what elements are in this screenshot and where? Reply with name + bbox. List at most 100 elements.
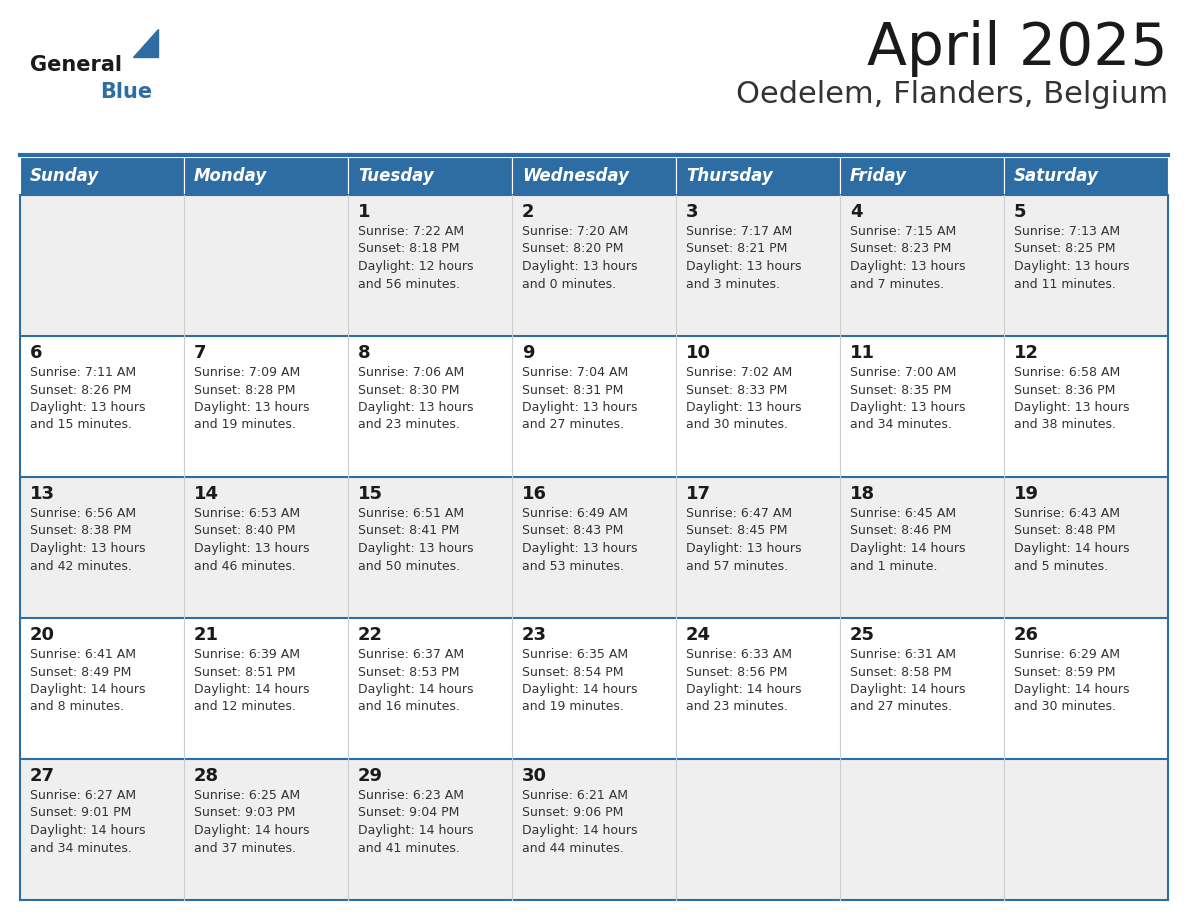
Text: 10: 10: [685, 344, 710, 362]
Text: Thursday: Thursday: [685, 167, 772, 185]
Text: 4: 4: [849, 203, 862, 221]
Text: Sunrise: 6:23 AM
Sunset: 9:04 PM
Daylight: 14 hours
and 41 minutes.: Sunrise: 6:23 AM Sunset: 9:04 PM Dayligh…: [358, 789, 474, 855]
Bar: [512, 195, 676, 336]
Bar: [676, 195, 840, 336]
Bar: [512, 618, 676, 759]
Text: 30: 30: [522, 767, 546, 785]
Text: Wednesday: Wednesday: [522, 167, 628, 185]
Bar: [20, 336, 184, 477]
Text: Sunrise: 6:58 AM
Sunset: 8:36 PM
Daylight: 13 hours
and 38 minutes.: Sunrise: 6:58 AM Sunset: 8:36 PM Dayligh…: [1015, 366, 1130, 431]
Text: Sunrise: 7:09 AM
Sunset: 8:28 PM
Daylight: 13 hours
and 19 minutes.: Sunrise: 7:09 AM Sunset: 8:28 PM Dayligh…: [194, 366, 310, 431]
Text: 21: 21: [194, 626, 219, 644]
Text: Sunrise: 6:37 AM
Sunset: 8:53 PM
Daylight: 14 hours
and 16 minutes.: Sunrise: 6:37 AM Sunset: 8:53 PM Dayligh…: [358, 648, 474, 713]
Text: 8: 8: [358, 344, 371, 362]
Bar: [20, 759, 184, 900]
Text: 25: 25: [849, 626, 876, 644]
Bar: [676, 157, 840, 195]
Text: Sunrise: 7:17 AM
Sunset: 8:21 PM
Daylight: 13 hours
and 3 minutes.: Sunrise: 7:17 AM Sunset: 8:21 PM Dayligh…: [685, 225, 802, 290]
Bar: [348, 157, 512, 195]
Bar: [840, 477, 1004, 618]
Bar: [348, 477, 512, 618]
Text: 6: 6: [30, 344, 43, 362]
Text: 2: 2: [522, 203, 535, 221]
Text: Blue: Blue: [100, 82, 152, 102]
Text: Sunrise: 7:15 AM
Sunset: 8:23 PM
Daylight: 13 hours
and 7 minutes.: Sunrise: 7:15 AM Sunset: 8:23 PM Dayligh…: [849, 225, 966, 290]
Bar: [184, 336, 348, 477]
Text: 28: 28: [194, 767, 219, 785]
Bar: [20, 157, 184, 195]
Bar: [184, 477, 348, 618]
Bar: [512, 157, 676, 195]
Bar: [184, 195, 348, 336]
Text: Sunrise: 6:39 AM
Sunset: 8:51 PM
Daylight: 14 hours
and 12 minutes.: Sunrise: 6:39 AM Sunset: 8:51 PM Dayligh…: [194, 648, 310, 713]
Text: 11: 11: [849, 344, 876, 362]
Text: 23: 23: [522, 626, 546, 644]
Text: Sunrise: 7:00 AM
Sunset: 8:35 PM
Daylight: 13 hours
and 34 minutes.: Sunrise: 7:00 AM Sunset: 8:35 PM Dayligh…: [849, 366, 966, 431]
Text: 5: 5: [1015, 203, 1026, 221]
Bar: [1004, 195, 1168, 336]
Text: Sunrise: 6:21 AM
Sunset: 9:06 PM
Daylight: 14 hours
and 44 minutes.: Sunrise: 6:21 AM Sunset: 9:06 PM Dayligh…: [522, 789, 638, 855]
Text: Sunrise: 6:33 AM
Sunset: 8:56 PM
Daylight: 14 hours
and 23 minutes.: Sunrise: 6:33 AM Sunset: 8:56 PM Dayligh…: [685, 648, 802, 713]
Bar: [840, 157, 1004, 195]
Text: 22: 22: [358, 626, 383, 644]
Text: 7: 7: [194, 344, 207, 362]
Bar: [840, 336, 1004, 477]
Polygon shape: [133, 29, 158, 57]
Bar: [20, 195, 184, 336]
Text: 29: 29: [358, 767, 383, 785]
Text: Sunrise: 7:20 AM
Sunset: 8:20 PM
Daylight: 13 hours
and 0 minutes.: Sunrise: 7:20 AM Sunset: 8:20 PM Dayligh…: [522, 225, 638, 290]
Text: Sunrise: 6:31 AM
Sunset: 8:58 PM
Daylight: 14 hours
and 27 minutes.: Sunrise: 6:31 AM Sunset: 8:58 PM Dayligh…: [849, 648, 966, 713]
Bar: [20, 618, 184, 759]
Bar: [840, 759, 1004, 900]
Bar: [512, 759, 676, 900]
Text: Sunrise: 7:04 AM
Sunset: 8:31 PM
Daylight: 13 hours
and 27 minutes.: Sunrise: 7:04 AM Sunset: 8:31 PM Dayligh…: [522, 366, 638, 431]
Text: 12: 12: [1015, 344, 1040, 362]
Text: Sunrise: 6:53 AM
Sunset: 8:40 PM
Daylight: 13 hours
and 46 minutes.: Sunrise: 6:53 AM Sunset: 8:40 PM Dayligh…: [194, 507, 310, 573]
Text: Sunrise: 6:25 AM
Sunset: 9:03 PM
Daylight: 14 hours
and 37 minutes.: Sunrise: 6:25 AM Sunset: 9:03 PM Dayligh…: [194, 789, 310, 855]
Bar: [184, 759, 348, 900]
Text: 19: 19: [1015, 485, 1040, 503]
Text: 20: 20: [30, 626, 55, 644]
Bar: [1004, 618, 1168, 759]
Bar: [1004, 157, 1168, 195]
Text: Saturday: Saturday: [1015, 167, 1099, 185]
Bar: [1004, 477, 1168, 618]
Bar: [676, 477, 840, 618]
Bar: [348, 618, 512, 759]
Text: 1: 1: [358, 203, 371, 221]
Text: Sunrise: 7:06 AM
Sunset: 8:30 PM
Daylight: 13 hours
and 23 minutes.: Sunrise: 7:06 AM Sunset: 8:30 PM Dayligh…: [358, 366, 474, 431]
Text: Sunrise: 6:56 AM
Sunset: 8:38 PM
Daylight: 13 hours
and 42 minutes.: Sunrise: 6:56 AM Sunset: 8:38 PM Dayligh…: [30, 507, 145, 573]
Text: Sunrise: 6:35 AM
Sunset: 8:54 PM
Daylight: 14 hours
and 19 minutes.: Sunrise: 6:35 AM Sunset: 8:54 PM Dayligh…: [522, 648, 638, 713]
Bar: [840, 195, 1004, 336]
Text: Sunrise: 6:51 AM
Sunset: 8:41 PM
Daylight: 13 hours
and 50 minutes.: Sunrise: 6:51 AM Sunset: 8:41 PM Dayligh…: [358, 507, 474, 573]
Text: 3: 3: [685, 203, 699, 221]
Bar: [512, 477, 676, 618]
Bar: [348, 336, 512, 477]
Bar: [1004, 759, 1168, 900]
Text: 14: 14: [194, 485, 219, 503]
Text: 9: 9: [522, 344, 535, 362]
Text: Sunrise: 7:02 AM
Sunset: 8:33 PM
Daylight: 13 hours
and 30 minutes.: Sunrise: 7:02 AM Sunset: 8:33 PM Dayligh…: [685, 366, 802, 431]
Bar: [20, 477, 184, 618]
Bar: [184, 157, 348, 195]
Text: Sunrise: 6:29 AM
Sunset: 8:59 PM
Daylight: 14 hours
and 30 minutes.: Sunrise: 6:29 AM Sunset: 8:59 PM Dayligh…: [1015, 648, 1130, 713]
Text: 16: 16: [522, 485, 546, 503]
Text: 24: 24: [685, 626, 710, 644]
Bar: [676, 618, 840, 759]
Text: Sunrise: 6:43 AM
Sunset: 8:48 PM
Daylight: 14 hours
and 5 minutes.: Sunrise: 6:43 AM Sunset: 8:48 PM Dayligh…: [1015, 507, 1130, 573]
Text: Sunrise: 6:41 AM
Sunset: 8:49 PM
Daylight: 14 hours
and 8 minutes.: Sunrise: 6:41 AM Sunset: 8:49 PM Dayligh…: [30, 648, 145, 713]
Text: 13: 13: [30, 485, 55, 503]
Text: 26: 26: [1015, 626, 1040, 644]
Bar: [512, 336, 676, 477]
Text: Sunrise: 7:13 AM
Sunset: 8:25 PM
Daylight: 13 hours
and 11 minutes.: Sunrise: 7:13 AM Sunset: 8:25 PM Dayligh…: [1015, 225, 1130, 290]
Text: Sunrise: 6:47 AM
Sunset: 8:45 PM
Daylight: 13 hours
and 57 minutes.: Sunrise: 6:47 AM Sunset: 8:45 PM Dayligh…: [685, 507, 802, 573]
Text: Sunrise: 6:49 AM
Sunset: 8:43 PM
Daylight: 13 hours
and 53 minutes.: Sunrise: 6:49 AM Sunset: 8:43 PM Dayligh…: [522, 507, 638, 573]
Text: Monday: Monday: [194, 167, 267, 185]
Text: Sunrise: 6:45 AM
Sunset: 8:46 PM
Daylight: 14 hours
and 1 minute.: Sunrise: 6:45 AM Sunset: 8:46 PM Dayligh…: [849, 507, 966, 573]
Text: Friday: Friday: [849, 167, 906, 185]
Bar: [676, 336, 840, 477]
Text: General: General: [30, 55, 122, 75]
Bar: [348, 195, 512, 336]
Text: 27: 27: [30, 767, 55, 785]
Text: Sunrise: 7:11 AM
Sunset: 8:26 PM
Daylight: 13 hours
and 15 minutes.: Sunrise: 7:11 AM Sunset: 8:26 PM Dayligh…: [30, 366, 145, 431]
